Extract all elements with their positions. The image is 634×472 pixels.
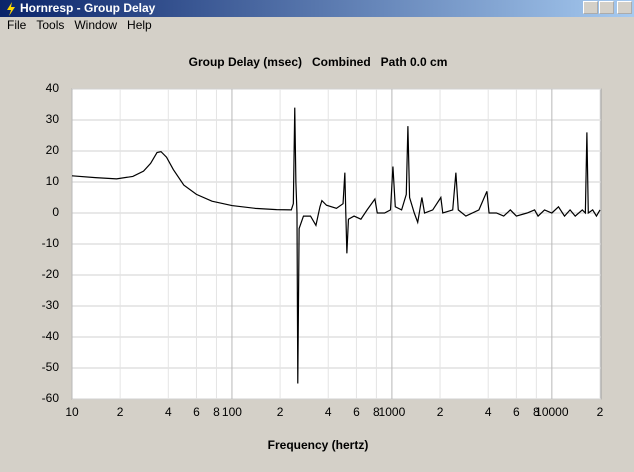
y-tick-label: 0 xyxy=(52,205,59,219)
menu-bar: File Tools Window Help xyxy=(0,18,155,35)
title-bar: Hornresp - Group Delay xyxy=(0,0,634,17)
x-tick-label: 2 xyxy=(117,405,124,419)
x-tick-label: 6 xyxy=(353,405,360,419)
x-tick-label: 4 xyxy=(485,405,492,419)
y-tick-label: 30 xyxy=(46,112,60,126)
y-tick-label: -30 xyxy=(42,298,60,312)
close-button[interactable] xyxy=(617,1,632,14)
menu-item[interactable]: File xyxy=(7,18,27,32)
x-tick-label: 2 xyxy=(597,405,604,419)
x-tick-label: 6 xyxy=(193,405,200,419)
x-tick-label: 4 xyxy=(165,405,172,419)
x-tick-label: 8 xyxy=(373,405,380,419)
app-icon xyxy=(7,2,15,16)
x-tick-label: 10 xyxy=(65,405,79,419)
x-tick-label: 8 xyxy=(213,405,220,419)
y-tick-label: -40 xyxy=(42,329,60,343)
y-tick-label: 10 xyxy=(46,174,60,188)
menu-item[interactable]: Help xyxy=(127,18,152,32)
x-tick-label: 100 xyxy=(222,405,242,419)
y-tick-label: -10 xyxy=(42,236,60,250)
x-tick-label: 8 xyxy=(533,405,540,419)
window-title: Hornresp - Group Delay xyxy=(20,1,156,15)
menu-item[interactable]: Tools xyxy=(36,18,65,32)
minimize-button[interactable] xyxy=(583,1,598,14)
menu-item[interactable]: Window xyxy=(74,18,118,32)
y-tick-label: -60 xyxy=(42,391,60,405)
maximize-button[interactable] xyxy=(599,1,614,14)
x-tick-label: 2 xyxy=(437,405,444,419)
x-tick-label: 6 xyxy=(513,405,520,419)
x-tick-label: 2 xyxy=(277,405,284,419)
data-line xyxy=(71,107,601,384)
y-tick-label: -50 xyxy=(42,360,60,374)
y-tick-label: 40 xyxy=(46,81,60,95)
x-axis-label: Frequency (hertz) xyxy=(268,438,369,452)
x-tick-label: 4 xyxy=(325,405,332,419)
chart-title: Group Delay (msec) Combined Path 0.0 cm xyxy=(189,55,448,69)
y-tick-label: -20 xyxy=(42,267,60,281)
x-tick-label: 10000 xyxy=(535,405,569,419)
y-tick-label: 20 xyxy=(46,143,60,157)
x-tick-label: 1000 xyxy=(379,405,406,419)
